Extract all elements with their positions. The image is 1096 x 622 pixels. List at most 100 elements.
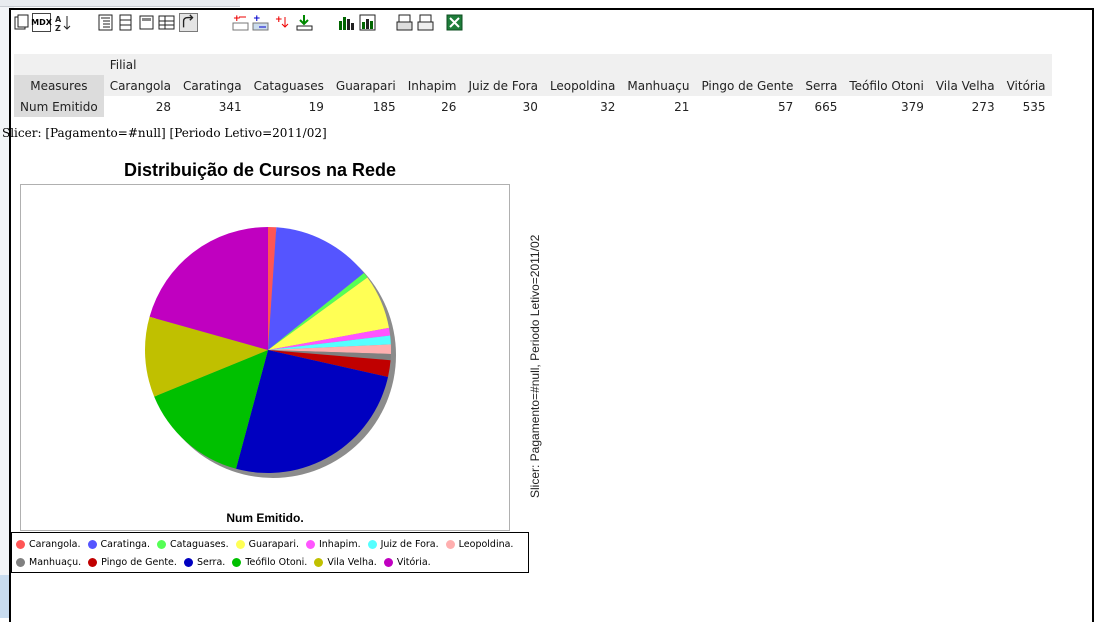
table-cell: 273 <box>929 96 1001 117</box>
show-parent-members-icon[interactable] <box>96 13 115 32</box>
slicer-text: Slicer: [Pagamento=#null] [Periodo Letiv… <box>2 126 327 140</box>
legend-item: Serra. <box>183 556 226 568</box>
show-properties-icon[interactable] <box>137 13 156 32</box>
legend-label: Vitória. <box>396 556 431 568</box>
column-header[interactable]: Serra <box>799 75 844 96</box>
legend-swatch <box>235 539 245 549</box>
pivot-table: Filial Measures Carangola Caratinga Cataguas… <box>14 54 1052 117</box>
legend-swatch <box>305 539 315 549</box>
series-label: Num Emitido. <box>226 511 304 525</box>
table-cell: 26 <box>401 96 463 117</box>
chart-title: Distribuição de Cursos na Rede <box>124 160 397 180</box>
table-cell: 341 <box>176 96 248 117</box>
svg-text:A: A <box>55 15 62 24</box>
legend-label: Pingo de Gente. <box>101 556 177 568</box>
cube-navigator-icon[interactable] <box>12 13 31 32</box>
print-pdf-icon[interactable] <box>416 13 435 32</box>
legend-item: Carangola. <box>16 539 81 550</box>
pie-slice-vila-velha <box>145 316 268 397</box>
column-header[interactable]: Pingo de Gente <box>695 75 800 96</box>
drill-position-icon[interactable]: + <box>251 13 270 32</box>
drill-replace-icon[interactable]: + <box>273 13 292 32</box>
legend-swatch <box>383 557 393 567</box>
table-cell: 665 <box>799 96 844 117</box>
mdx-editor-button[interactable]: MDX <box>31 13 52 32</box>
legend-label: Leopoldina. <box>458 538 514 550</box>
legend-row: Carangola. Caratinga. Cataguases. Guarapari… <box>16 535 524 553</box>
table-cell: 185 <box>329 96 402 117</box>
column-dimension-header[interactable]: Filial <box>103 54 177 75</box>
pivot-window: MDX A Z + + + Filial Measures Carangola Carating… <box>2 8 1094 622</box>
legend-swatch <box>16 539 25 549</box>
legend-item: Teófilo Otoni. <box>232 557 307 568</box>
print-config-icon[interactable] <box>395 13 414 32</box>
suppress-empty-icon[interactable] <box>157 13 176 32</box>
measures-header[interactable]: Measures <box>14 75 104 96</box>
corner-cell <box>14 54 104 75</box>
column-header[interactable]: Caratinga <box>176 75 248 96</box>
legend-swatch <box>314 557 324 567</box>
legend-label: Cataguases. <box>169 538 229 550</box>
legend-swatch <box>87 539 97 549</box>
legend-item: Pingo de Gente. <box>88 557 177 568</box>
drill-through-icon[interactable] <box>295 13 314 32</box>
legend-swatch <box>88 557 98 567</box>
chart-config-icon[interactable] <box>358 13 377 32</box>
legend-label: Serra. <box>196 556 226 568</box>
legend-item: Cataguases. <box>156 538 229 550</box>
pie-slice-manhua-u <box>268 350 391 361</box>
table-cell: 19 <box>247 96 330 117</box>
show-chart-icon[interactable] <box>336 13 355 32</box>
drill-member-icon[interactable]: + <box>231 13 250 32</box>
legend-label: Manhuaçu. <box>29 556 82 568</box>
legend-item: Inhapim. <box>305 538 361 550</box>
legend-label: Vila Velha. <box>327 556 377 568</box>
column-header[interactable]: Carangola <box>103 75 177 96</box>
column-header[interactable]: Vila Velha <box>929 75 1001 96</box>
legend-item: Juiz de Fora. <box>367 538 439 550</box>
column-header[interactable]: Inhapim <box>401 75 463 96</box>
pie-slice-pingo-de-gente <box>268 350 391 377</box>
pie-slice-carangola <box>268 227 277 350</box>
chart-legend: Carangola. Caratinga. Cataguases. Guarapari… <box>11 532 529 573</box>
legend-label: Juiz de Fora. <box>380 538 439 550</box>
svg-text:+: + <box>233 14 241 24</box>
legend-item: Vitória. <box>383 556 431 568</box>
legend-label: Teófilo Otoni. <box>245 556 308 568</box>
pie-chart <box>145 227 396 478</box>
table-cell: 379 <box>843 96 930 117</box>
column-header[interactable]: Guarapari <box>329 75 402 96</box>
legend-row: Manhuaçu. Pingo de Gente. Serra. Teófilo Ot… <box>16 553 524 571</box>
column-header[interactable]: Vitória <box>1000 75 1052 96</box>
svg-text:+: + <box>253 14 261 24</box>
pie-slice-juiz-de-fora <box>268 335 391 350</box>
column-header[interactable]: Cataguases <box>247 75 330 96</box>
legend-label: Carangola. <box>29 538 81 550</box>
column-header[interactable]: Teófilo Otoni <box>843 75 930 96</box>
legend-item: Caratinga. <box>87 538 150 550</box>
pie-slice-te-filo-otoni <box>154 350 268 469</box>
background-window-fragment <box>0 0 240 7</box>
legend-label: Guarapari. <box>248 538 299 550</box>
pie-slice-guarapari <box>268 277 389 350</box>
table-cell: 57 <box>695 96 800 117</box>
excel-export-icon[interactable] <box>445 13 464 32</box>
column-header[interactable]: Juiz de Fora <box>462 75 544 96</box>
swap-axes-icon[interactable] <box>179 13 198 32</box>
legend-label: Caratinga. <box>100 538 150 550</box>
legend-label: Inhapim. <box>318 538 361 550</box>
hide-spans-icon[interactable] <box>116 13 135 32</box>
pie-slice-cataguases <box>268 273 368 350</box>
pie-slice-leopoldina <box>268 344 392 354</box>
column-header[interactable]: Leopoldina <box>543 75 622 96</box>
toolbar: MDX A Z + + + <box>11 10 1092 40</box>
row-header[interactable]: Num Emitido <box>14 96 104 117</box>
legend-swatch <box>16 557 25 567</box>
legend-item: Leopoldina. <box>445 538 514 550</box>
legend-item: Manhuaçu. <box>16 557 81 568</box>
legend-swatch <box>232 557 242 567</box>
legend-swatch <box>367 539 377 549</box>
pie-slice-serra <box>236 350 389 474</box>
column-header[interactable]: Manhuaçu <box>621 75 696 96</box>
